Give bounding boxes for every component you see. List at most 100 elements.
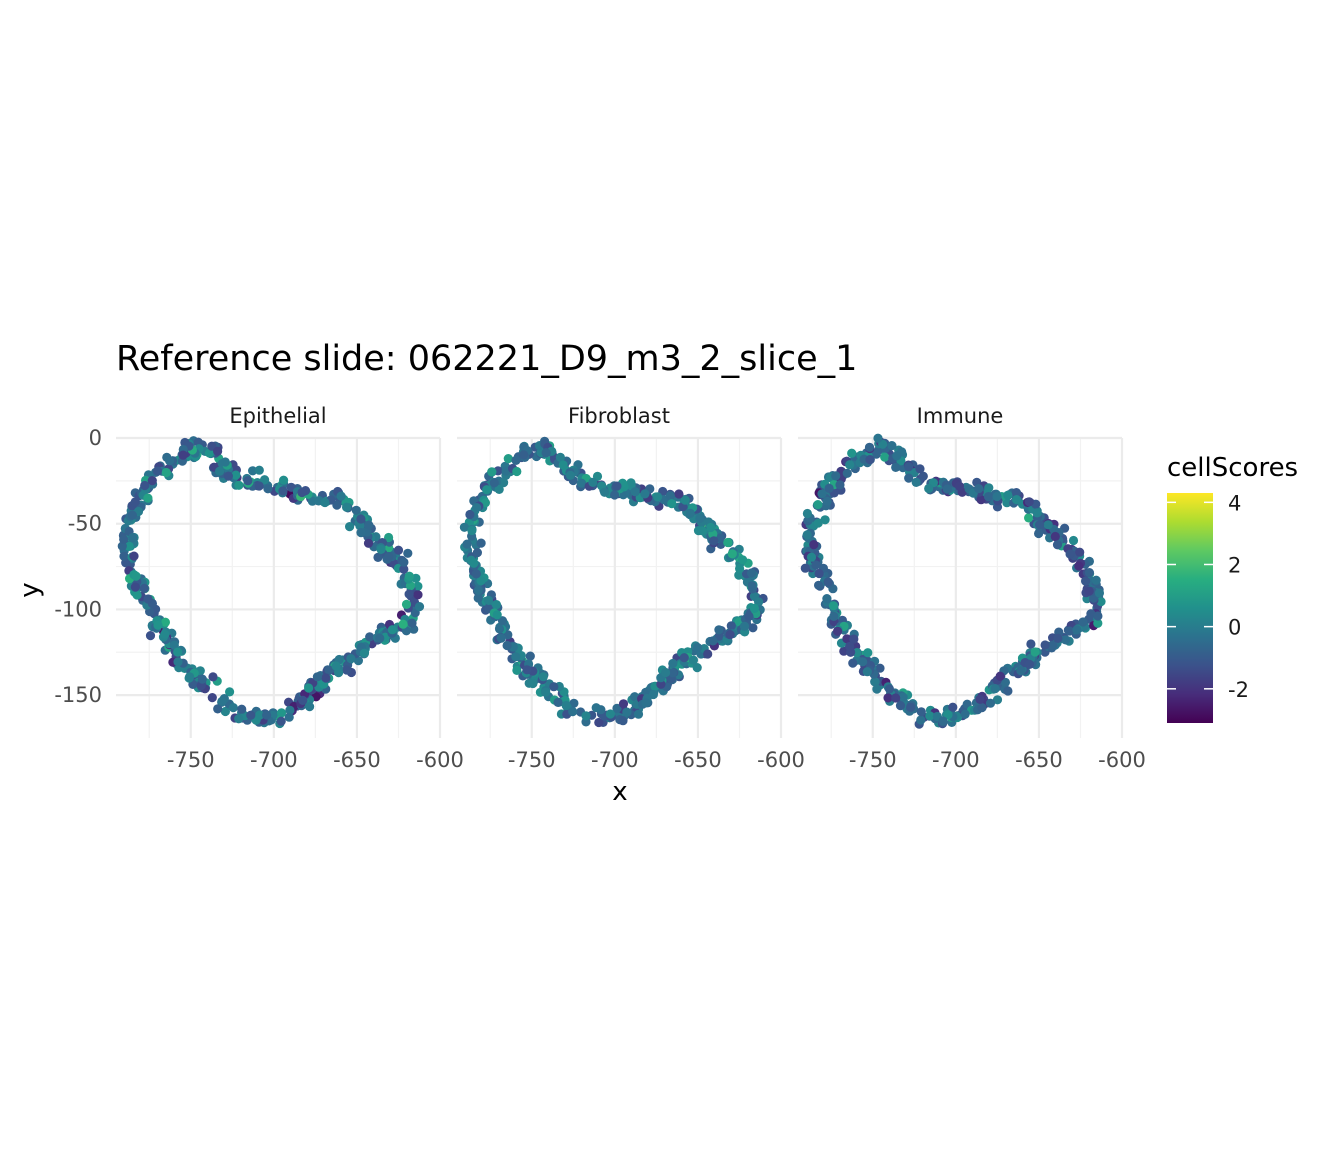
data-point	[709, 536, 719, 546]
data-point	[822, 594, 832, 604]
data-point	[738, 555, 748, 565]
data-point	[822, 496, 832, 506]
data-point	[610, 490, 620, 500]
y-tick-label: -150	[54, 683, 102, 707]
data-point	[356, 514, 366, 524]
data-point	[512, 665, 522, 676]
data-point	[985, 698, 996, 708]
data-point	[916, 715, 926, 725]
data-point	[376, 544, 386, 555]
data-point	[124, 541, 134, 552]
data-point	[399, 557, 409, 567]
data-point	[173, 657, 183, 667]
data-point	[814, 568, 824, 579]
y-tick-label: -50	[68, 512, 102, 536]
data-point	[1091, 575, 1101, 585]
data-point	[346, 654, 356, 664]
data-point	[561, 700, 571, 711]
data-point	[512, 466, 522, 477]
data-point	[679, 653, 689, 663]
data-point	[541, 687, 551, 697]
data-point	[685, 508, 695, 518]
data-point	[467, 525, 477, 536]
data-point	[511, 652, 521, 662]
data-point	[178, 450, 188, 460]
data-point	[351, 505, 361, 515]
data-point	[364, 520, 374, 530]
data-point	[618, 699, 629, 709]
data-point	[630, 487, 640, 497]
x-tick-label: -750	[508, 748, 556, 772]
data-point	[465, 509, 475, 520]
data-point	[173, 647, 183, 657]
data-point	[1026, 639, 1036, 649]
data-point	[842, 634, 852, 644]
data-point	[820, 515, 830, 525]
x-axis-title: x	[612, 777, 627, 807]
data-point	[1093, 618, 1103, 628]
data-point	[246, 710, 256, 720]
data-point	[641, 698, 651, 708]
data-point	[255, 710, 265, 720]
data-point	[482, 485, 492, 495]
data-point	[555, 452, 566, 462]
data-point	[489, 478, 499, 488]
data-point	[1032, 508, 1042, 518]
data-point	[924, 483, 934, 494]
data-point	[653, 492, 663, 502]
data-point	[363, 538, 374, 548]
facet-panels: Epithelial -750 -700 -650 -600 Fibroblast -750…	[54, 404, 1146, 772]
data-point	[1000, 677, 1011, 688]
data-point	[800, 563, 810, 573]
x-tick-label: -700	[591, 748, 639, 772]
data-point	[568, 707, 578, 717]
data-point	[1078, 617, 1088, 627]
data-point	[661, 667, 671, 678]
x-tick-label: -750	[167, 748, 215, 772]
data-point	[147, 476, 157, 486]
data-point	[160, 617, 170, 627]
data-point	[213, 704, 223, 714]
facet-label: Epithelial	[229, 404, 326, 428]
data-point	[612, 703, 622, 713]
data-point	[153, 466, 163, 476]
data-point	[863, 648, 873, 658]
legend-tick-label: 4	[1228, 491, 1241, 515]
data-point	[278, 486, 288, 496]
data-point	[938, 716, 948, 726]
data-point	[285, 705, 295, 715]
data-point	[342, 502, 352, 512]
data-point	[594, 717, 604, 728]
data-point	[502, 640, 512, 651]
data-point	[916, 707, 926, 717]
data-point	[248, 466, 258, 476]
data-point	[387, 625, 397, 635]
data-point	[726, 621, 736, 631]
data-point	[703, 649, 713, 659]
data-point	[943, 710, 953, 720]
data-point	[640, 489, 650, 499]
data-point	[321, 673, 331, 683]
data-point	[284, 712, 294, 722]
data-point	[864, 442, 875, 452]
data-point	[1024, 497, 1034, 507]
data-point	[254, 481, 264, 491]
data-point	[1084, 568, 1094, 578]
data-point	[305, 702, 315, 712]
data-point	[472, 548, 482, 558]
data-point	[399, 564, 409, 574]
x-tick-label: -650	[333, 748, 381, 772]
data-point	[262, 710, 272, 720]
data-point	[494, 484, 504, 494]
data-point	[829, 611, 839, 622]
facet-panel-fibroblast: Fibroblast -750 -700 -650 -600	[457, 404, 805, 772]
data-point	[665, 491, 675, 501]
data-point	[802, 508, 813, 519]
x-tick-label: -600	[416, 748, 464, 772]
data-point	[1094, 588, 1104, 598]
data-point	[695, 513, 705, 524]
data-point	[538, 672, 548, 682]
data-point	[393, 545, 404, 555]
data-point	[828, 601, 839, 611]
data-point	[577, 478, 587, 488]
